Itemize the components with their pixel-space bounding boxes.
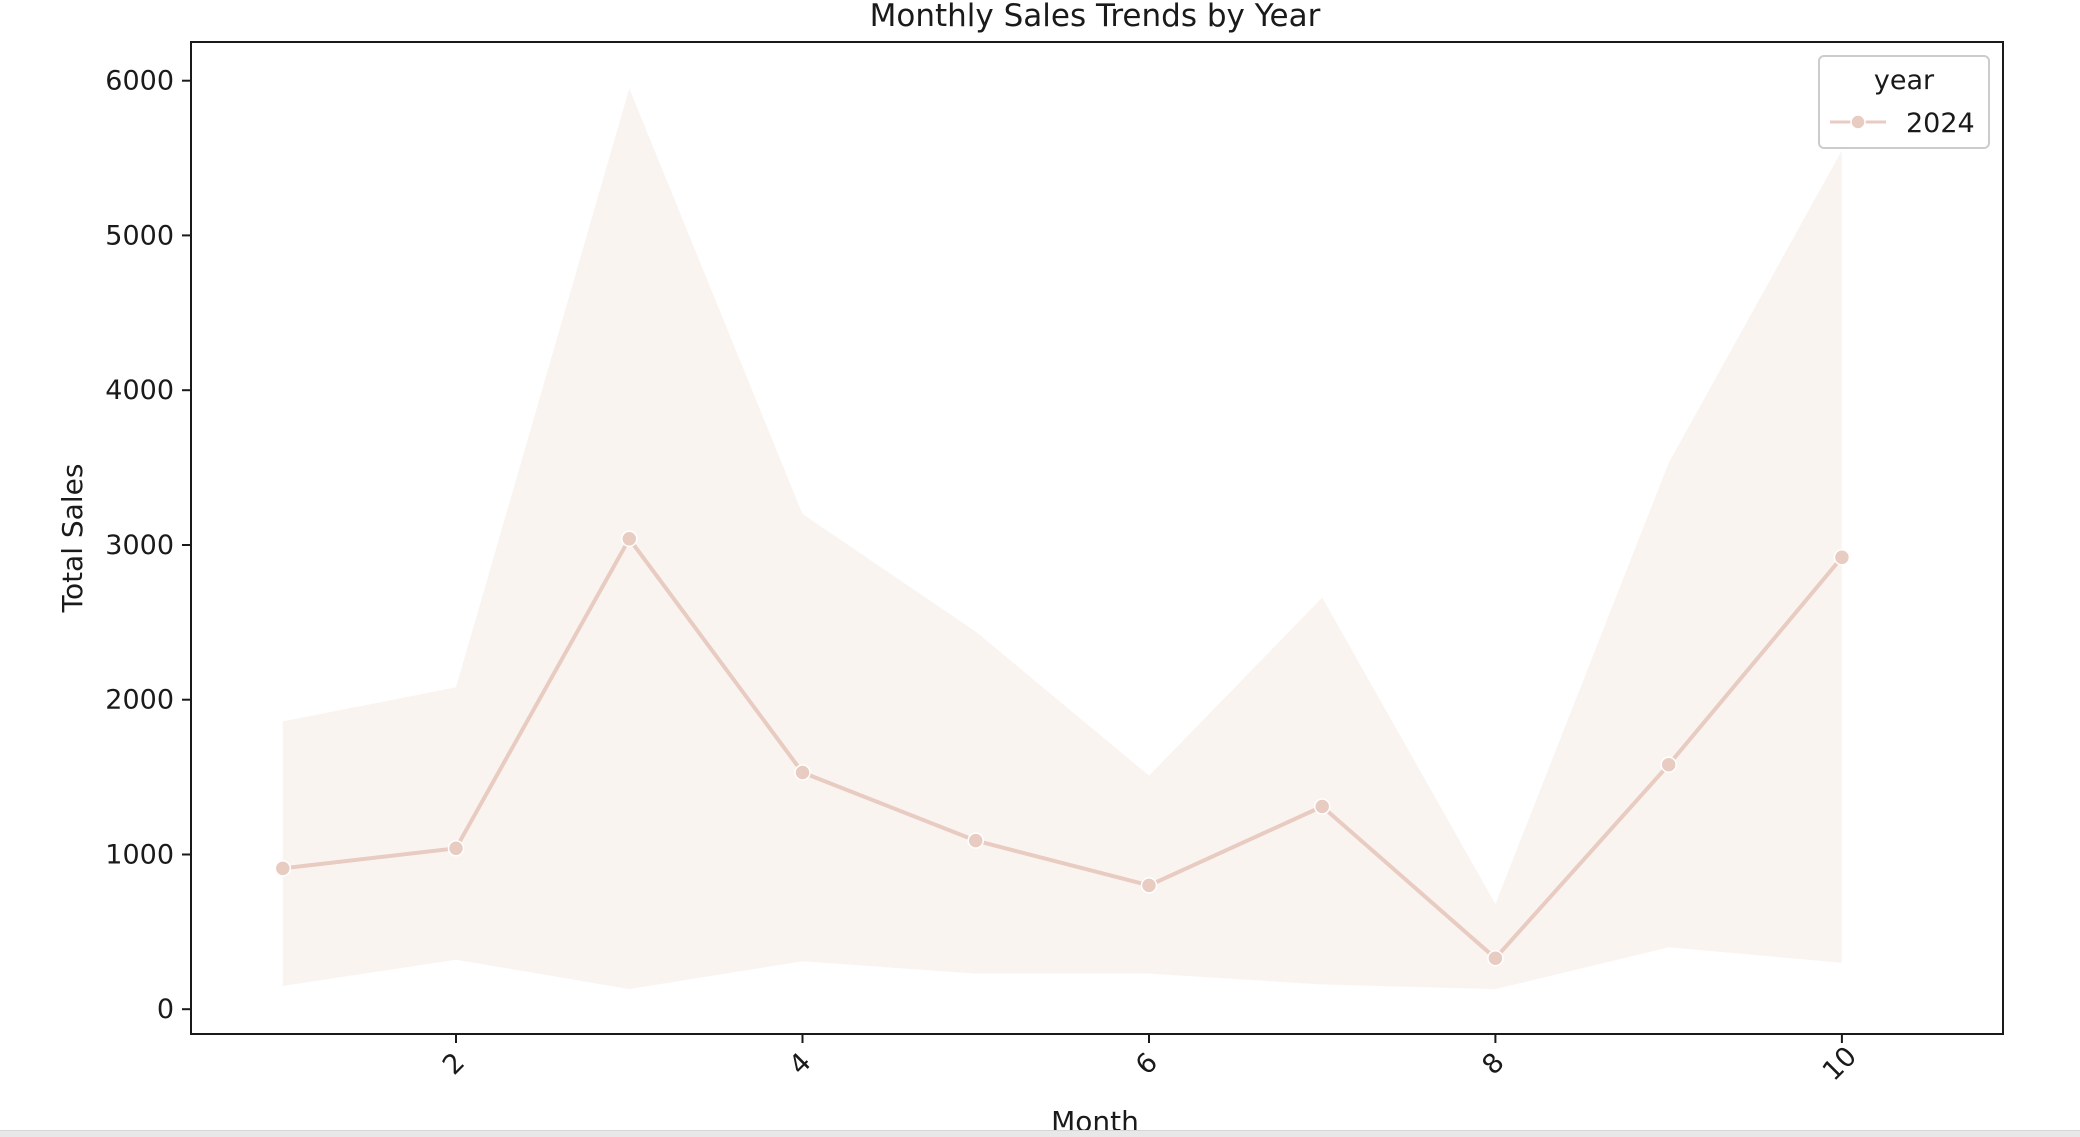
plot-area-frame xyxy=(190,41,2004,1035)
x-axis-ticks: 2 4 6 8 10 xyxy=(437,1034,1863,1087)
legend-title: year xyxy=(1874,65,1935,96)
x-tick-label: 6 xyxy=(1130,1047,1164,1081)
y-tick-label: 2000 xyxy=(105,685,174,716)
confidence-band-layer xyxy=(282,88,1842,990)
series-line-2024 xyxy=(282,536,1844,961)
x-tick-label: 10 xyxy=(1817,1041,1863,1087)
x-tick-label: 2 xyxy=(437,1047,471,1081)
confidence-band-2024 xyxy=(282,88,1842,990)
data-point-2 xyxy=(447,840,465,857)
chart-title: Monthly Sales Trends by Year xyxy=(870,0,1321,34)
y-axis-label: Total Sales xyxy=(56,464,89,614)
legend: year 2024 xyxy=(1818,55,1990,149)
y-tick-label: 3000 xyxy=(105,530,174,561)
data-point-7 xyxy=(1313,798,1331,815)
data-point-9 xyxy=(1660,756,1677,773)
data-point-3 xyxy=(621,530,638,548)
x-tick-label: 4 xyxy=(783,1047,817,1081)
legend-series-label: 2024 xyxy=(1906,108,1975,139)
data-point-1 xyxy=(274,860,292,877)
legend-series-marker xyxy=(1850,114,1866,130)
data-point-6 xyxy=(1140,877,1158,894)
y-tick-label: 5000 xyxy=(105,220,174,251)
window-bottom-edge xyxy=(0,1130,2080,1137)
y-tick-label: 1000 xyxy=(105,840,174,871)
y-tick-label: 4000 xyxy=(105,375,174,406)
data-point-layer xyxy=(274,530,1851,967)
data-point-5 xyxy=(967,832,984,849)
series-line-layer xyxy=(282,536,1844,961)
y-axis-ticks: 0 1000 2000 3000 4000 5000 6000 xyxy=(105,66,191,1025)
x-tick-label: 8 xyxy=(1476,1047,1510,1081)
data-point-4 xyxy=(794,764,811,781)
data-point-8 xyxy=(1487,949,1504,967)
y-tick-label: 0 xyxy=(157,994,174,1025)
data-point-10 xyxy=(1833,549,1851,566)
y-tick-label: 6000 xyxy=(105,66,174,97)
